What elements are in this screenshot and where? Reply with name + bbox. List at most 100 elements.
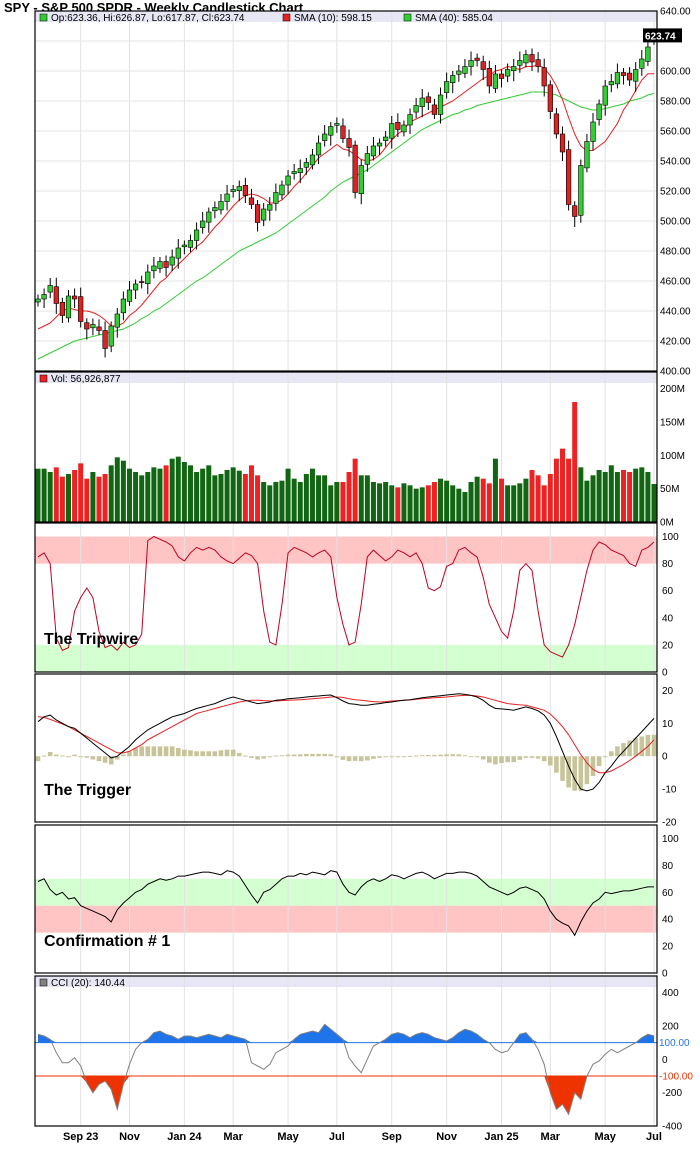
- volume-bar: [230, 467, 236, 522]
- trigger-histogram-bar: [72, 754, 77, 757]
- volume-bar: [529, 470, 535, 522]
- volume-tick-label: 0M: [660, 518, 674, 529]
- price-tick-label: 600.00: [660, 67, 691, 78]
- volume-bar: [505, 485, 511, 522]
- trigger-histogram-bar: [47, 751, 53, 757]
- x-tick-label: Nov: [119, 1131, 141, 1143]
- volume-bar: [84, 478, 90, 522]
- price-tick-label: 540.00: [660, 157, 691, 168]
- ohlc-swatch: [39, 13, 48, 22]
- trigger-histogram-bar: [419, 755, 425, 757]
- trigger-histogram-bar: [584, 756, 590, 785]
- confirmation-red-zone: [35, 905, 657, 933]
- volume-bar: [206, 465, 212, 522]
- candle-body: [187, 240, 194, 248]
- volume-tick-label: 50M: [660, 484, 679, 495]
- trigger-histogram-bar: [535, 756, 541, 759]
- candle-body: [41, 294, 47, 300]
- volume-bar: [90, 472, 96, 522]
- candle-body: [59, 301, 65, 316]
- trigger-histogram-bar: [218, 750, 224, 757]
- confirmation-label: Confirmation # 1: [44, 933, 171, 950]
- volume-bar: [425, 485, 431, 522]
- trigger-histogram-bar: [267, 756, 273, 758]
- volume-bar: [517, 483, 523, 522]
- tripwire-tick-label: 40: [662, 613, 674, 624]
- volume-bar: [59, 476, 65, 522]
- candle-body: [230, 189, 236, 192]
- candle-body: [322, 133, 328, 141]
- confirmation-tick-label: 100: [662, 834, 679, 845]
- tripwire-line: [37, 535, 655, 658]
- candle-body: [566, 149, 572, 205]
- cci-positive-fill: [38, 1024, 654, 1043]
- candle-body: [157, 261, 163, 269]
- volume-tick-label: 200M: [660, 384, 685, 395]
- trigger-histogram-bar: [322, 753, 327, 757]
- trigger-histogram-bar: [358, 756, 364, 762]
- volume-bar: [413, 488, 419, 522]
- volume-bar: [431, 482, 437, 522]
- volume-bar: [547, 474, 553, 522]
- trigger-tick-label: 0: [662, 752, 668, 763]
- volume-bar: [309, 468, 315, 522]
- candle-body: [151, 265, 157, 272]
- candle-body: [407, 114, 413, 126]
- candle-body: [425, 96, 431, 103]
- trigger-histogram-bar: [316, 753, 321, 757]
- candle-body: [65, 295, 72, 319]
- candle-body: [498, 73, 505, 79]
- candle-body: [303, 162, 309, 168]
- candle-body: [340, 125, 346, 139]
- candle-body: [328, 126, 334, 136]
- confirmation-tick-label: 80: [662, 861, 674, 872]
- trigger-histogram-bar: [84, 756, 90, 758]
- candle-body: [90, 324, 96, 329]
- volume-bar: [553, 458, 559, 522]
- candle-body: [419, 97, 425, 107]
- volume-bar: [261, 482, 267, 522]
- candle-body: [529, 54, 535, 63]
- volume-bar: [468, 482, 474, 522]
- candle-body: [590, 121, 596, 142]
- trigger-label: The Trigger: [44, 782, 132, 799]
- volume-bar: [590, 475, 596, 522]
- candle-body: [614, 72, 621, 85]
- volume-bar: [596, 470, 602, 522]
- volume-bar: [358, 475, 364, 522]
- trigger-histogram-bar: [145, 746, 151, 757]
- trigger-tick-label: 10: [662, 719, 674, 730]
- volume-bar: [200, 468, 206, 522]
- volume-bar: [621, 470, 627, 522]
- candle-body: [236, 186, 242, 191]
- price-tick-label: 640.00: [660, 7, 691, 18]
- trigger-histogram-bar: [438, 754, 443, 757]
- candle-body: [395, 122, 401, 130]
- volume-bar: [456, 488, 462, 522]
- trigger-histogram-bar: [505, 756, 510, 763]
- candle-body: [163, 261, 169, 268]
- trigger-histogram-bar: [511, 756, 517, 763]
- volume-bar: [102, 474, 108, 522]
- trigger-histogram-bar: [60, 755, 65, 757]
- volume-bar: [377, 483, 383, 522]
- volume-bar: [462, 492, 468, 522]
- candle-body: [645, 46, 651, 62]
- volume-bar: [474, 476, 480, 522]
- trigger-histogram-bar: [548, 756, 553, 766]
- candle-body: [224, 193, 230, 202]
- confirmation-green-zone: [35, 878, 657, 906]
- legend-band-price: [35, 11, 657, 22]
- volume-bar: [438, 478, 444, 522]
- candle-body: [78, 296, 84, 322]
- candle-body: [35, 298, 41, 303]
- trigger-histogram-bar: [182, 749, 187, 757]
- volume-legend: Vol: 56,926,877: [51, 374, 121, 385]
- cci-tick-label: 100.00: [659, 1038, 690, 1049]
- candle-body: [602, 85, 608, 106]
- candle-body: [242, 185, 248, 196]
- candle-body: [413, 105, 419, 113]
- candle-body: [389, 123, 395, 139]
- trigger-histogram-bar: [340, 756, 346, 760]
- trigger-histogram-bar: [310, 753, 315, 757]
